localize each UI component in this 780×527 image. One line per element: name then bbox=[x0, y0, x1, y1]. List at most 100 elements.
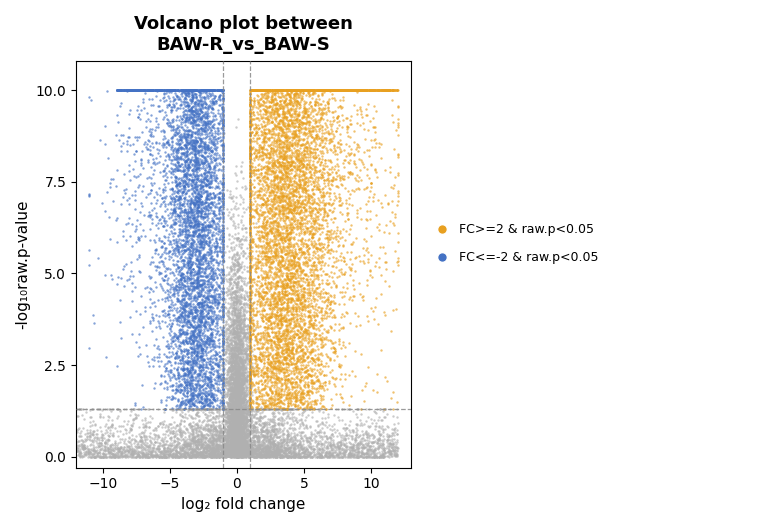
Point bbox=[264, 320, 276, 329]
Point bbox=[207, 86, 220, 94]
Point bbox=[243, 438, 256, 446]
Point bbox=[268, 139, 280, 147]
Point bbox=[275, 313, 287, 321]
Point bbox=[232, 451, 244, 460]
Point bbox=[207, 451, 219, 460]
Point bbox=[227, 427, 239, 436]
Point bbox=[225, 448, 237, 456]
Point bbox=[189, 142, 201, 150]
Point bbox=[192, 194, 204, 202]
Point bbox=[232, 364, 245, 373]
Point bbox=[180, 370, 193, 378]
Point bbox=[187, 451, 200, 459]
Point bbox=[241, 441, 254, 449]
Point bbox=[272, 261, 285, 269]
Point bbox=[249, 446, 261, 454]
Point bbox=[289, 393, 302, 402]
Point bbox=[235, 447, 247, 455]
Point bbox=[268, 122, 281, 130]
Point bbox=[207, 391, 220, 399]
Point bbox=[190, 158, 202, 166]
Point bbox=[228, 451, 240, 460]
Point bbox=[287, 320, 300, 329]
Point bbox=[129, 204, 141, 213]
Point bbox=[249, 120, 261, 128]
Point bbox=[292, 262, 305, 270]
Point bbox=[236, 376, 249, 384]
Point bbox=[184, 441, 197, 450]
Point bbox=[112, 444, 124, 452]
Point bbox=[260, 243, 272, 251]
Point bbox=[268, 421, 280, 429]
Point bbox=[168, 310, 180, 319]
Point bbox=[377, 432, 389, 440]
Point bbox=[236, 395, 249, 403]
Point bbox=[233, 446, 246, 455]
Point bbox=[321, 448, 333, 457]
Point bbox=[229, 448, 241, 457]
Point bbox=[154, 215, 166, 223]
Point bbox=[222, 423, 235, 431]
Point bbox=[144, 447, 157, 456]
Point bbox=[268, 105, 280, 114]
Point bbox=[193, 380, 205, 389]
Point bbox=[229, 440, 241, 448]
Point bbox=[139, 441, 151, 450]
Point bbox=[285, 153, 297, 162]
Point bbox=[232, 332, 245, 340]
Point bbox=[122, 86, 135, 94]
Point bbox=[284, 204, 296, 213]
Point bbox=[236, 374, 249, 382]
Point bbox=[244, 385, 257, 393]
Point bbox=[228, 406, 240, 414]
Point bbox=[229, 410, 242, 418]
Point bbox=[199, 398, 211, 407]
Point bbox=[252, 166, 264, 174]
Point bbox=[222, 333, 235, 341]
Point bbox=[309, 217, 321, 226]
Point bbox=[299, 123, 311, 131]
Point bbox=[250, 86, 262, 94]
Point bbox=[245, 302, 257, 310]
Point bbox=[172, 145, 185, 153]
Point bbox=[229, 388, 241, 396]
Point bbox=[125, 86, 137, 94]
Point bbox=[286, 405, 299, 414]
Point bbox=[144, 86, 157, 94]
Point bbox=[321, 336, 334, 344]
Point bbox=[184, 358, 197, 366]
Point bbox=[186, 405, 198, 414]
Point bbox=[172, 263, 185, 271]
Point bbox=[132, 86, 144, 94]
Point bbox=[321, 86, 333, 94]
Point bbox=[179, 86, 191, 94]
Point bbox=[75, 435, 87, 444]
Point bbox=[272, 397, 285, 406]
Point bbox=[264, 145, 277, 154]
Point bbox=[244, 123, 257, 132]
Point bbox=[237, 396, 250, 405]
Point bbox=[161, 322, 173, 330]
Point bbox=[234, 368, 246, 377]
Point bbox=[275, 229, 288, 237]
Point bbox=[339, 445, 352, 454]
Point bbox=[226, 431, 239, 440]
Point bbox=[234, 336, 246, 344]
Point bbox=[319, 86, 332, 94]
Point bbox=[296, 338, 308, 347]
Point bbox=[374, 441, 387, 450]
Point bbox=[224, 375, 236, 383]
Point bbox=[278, 174, 290, 183]
Point bbox=[251, 444, 264, 453]
Point bbox=[219, 413, 232, 421]
Point bbox=[255, 151, 268, 160]
Point bbox=[374, 86, 387, 94]
Point bbox=[268, 396, 281, 405]
Point bbox=[155, 372, 168, 380]
Point bbox=[127, 414, 140, 423]
Point bbox=[123, 106, 136, 114]
Point bbox=[234, 401, 246, 409]
Point bbox=[299, 270, 311, 279]
Point bbox=[203, 374, 215, 382]
Point bbox=[216, 235, 229, 243]
